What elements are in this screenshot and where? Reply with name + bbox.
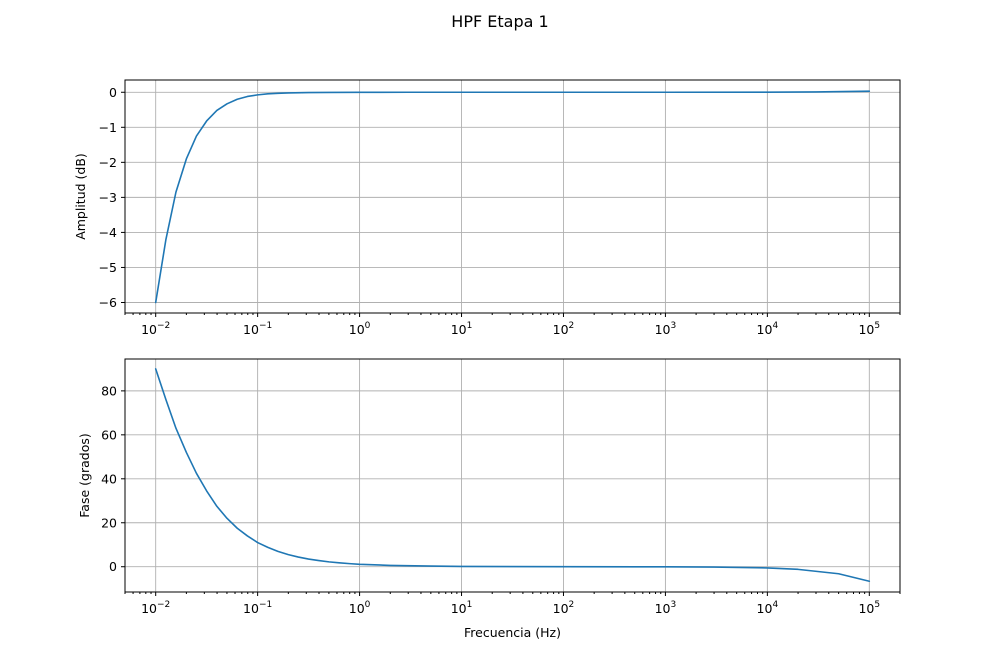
axes-frame — [124, 79, 901, 314]
amplitude-series-line — [154, 90, 871, 304]
x-tick-label: 105 — [858, 321, 880, 337]
figure-title: HPF Etapa 1 — [451, 12, 548, 31]
y-tick-label: −6 — [99, 295, 117, 310]
y-tick-label: 80 — [101, 383, 117, 398]
y-tick-label: −1 — [99, 120, 117, 135]
y-tick-label: 40 — [101, 471, 117, 486]
y-tick-label: −2 — [99, 155, 117, 170]
y-tick-label: 60 — [101, 427, 117, 442]
x-tick-label: 104 — [757, 321, 779, 337]
y-tick-label: −3 — [99, 190, 117, 205]
x-tick-label: 101 — [451, 321, 473, 337]
y-tick-label: −5 — [99, 260, 117, 275]
x-tick-label: 10−1 — [243, 600, 272, 616]
x-tick-label: 10−2 — [141, 600, 170, 616]
x-tick-label: 105 — [858, 600, 880, 616]
amplitude-subplot: 10−2 10−1 100 101 102 103 104 105 0 −1 −2 −3 −4 −5 −6 A… — [73, 79, 901, 337]
x-tick-label: 102 — [553, 600, 575, 616]
phase-subplot: 10−2 10−1 100 101 102 103 104 105 80 60 40 20 0 Fase … — [77, 358, 901, 640]
x-tick-label: 104 — [757, 600, 779, 616]
y-tick-label: 0 — [109, 559, 117, 574]
x-tick-label: 101 — [451, 600, 473, 616]
y-axis-label: Amplitud (dB) — [73, 153, 88, 240]
y-axis-label: Fase (grados) — [77, 433, 92, 517]
x-tick-label: 103 — [655, 321, 677, 337]
y-tick-label: 0 — [109, 85, 117, 100]
x-tick-label: 10−2 — [141, 321, 170, 337]
x-tick-label: 103 — [655, 600, 677, 616]
x-tick-label: 100 — [349, 321, 371, 337]
x-tick-label: 10−1 — [243, 321, 272, 337]
axes-frame — [124, 358, 901, 593]
x-tick-label: 100 — [349, 600, 371, 616]
x-axis-label: Frecuencia (Hz) — [464, 625, 561, 640]
y-tick-label: 20 — [101, 515, 117, 530]
y-tick-label: −4 — [99, 225, 117, 240]
x-tick-label: 102 — [553, 321, 575, 337]
phase-series-line — [154, 368, 871, 583]
